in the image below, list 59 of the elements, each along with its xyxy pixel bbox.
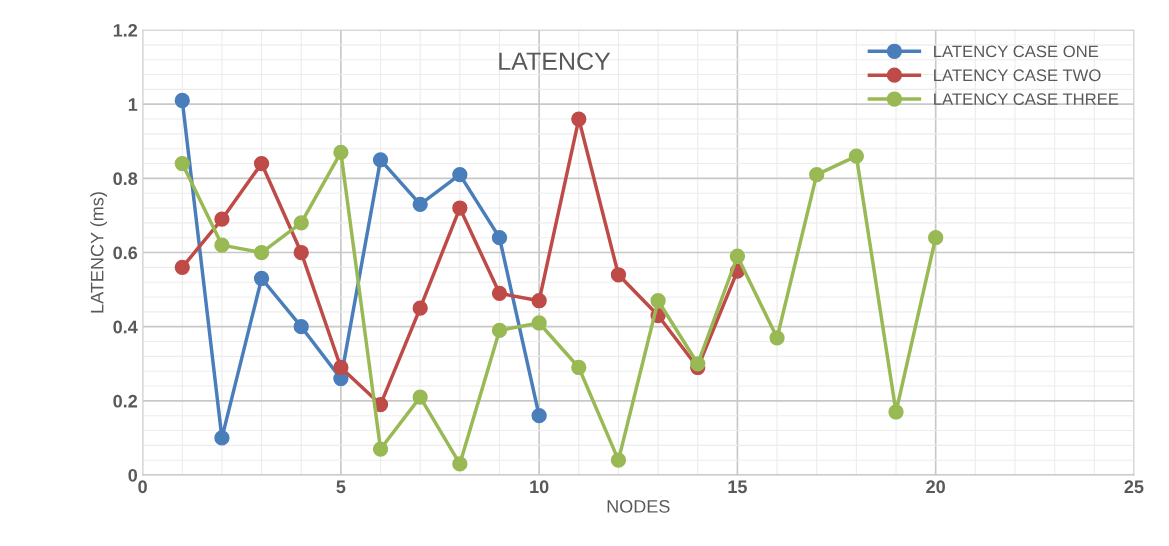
y-tick-label: 0.6 [113, 246, 138, 260]
x-axis-title: NODES [607, 499, 670, 513]
point [571, 359, 587, 376]
point [928, 230, 944, 246]
point [491, 230, 508, 246]
x-tick-label: 25 [1124, 480, 1144, 494]
point [809, 167, 825, 183]
text: LATENCY [499, 52, 611, 71]
legend-label: LATENCY CASE TWO [934, 69, 1101, 82]
point [214, 237, 230, 253]
x-tick-label: 10 [530, 480, 549, 494]
point [452, 456, 468, 472]
point [253, 270, 270, 287]
x-tick-label: 5 [336, 480, 346, 494]
y-tick-label: 0.8 [113, 172, 138, 186]
y-tick-label: 0 [128, 468, 138, 482]
point [412, 389, 428, 405]
point [452, 200, 468, 216]
point [293, 319, 309, 335]
point [372, 441, 389, 457]
point [214, 430, 230, 446]
point [610, 267, 627, 283]
x-tick-label: 20 [926, 480, 945, 494]
point [650, 293, 666, 309]
point [491, 285, 508, 301]
point [412, 196, 428, 212]
point [491, 322, 508, 339]
point [253, 155, 270, 172]
y-tick-label: 0.4 [113, 320, 138, 334]
point [412, 300, 428, 316]
point [848, 148, 865, 164]
point [214, 211, 230, 227]
point [690, 356, 706, 372]
point [174, 92, 190, 109]
x-tick-label: 0 [138, 480, 147, 494]
point [531, 293, 547, 309]
legend-label: LATENCY CASE THREE [934, 93, 1119, 106]
point [372, 152, 389, 168]
y-tick-label: 1.2 [113, 23, 138, 37]
y-tick-label: 1 [128, 98, 138, 111]
point [293, 244, 309, 261]
point [174, 155, 190, 172]
point [253, 244, 270, 261]
point [531, 408, 547, 424]
point [769, 330, 785, 346]
point [571, 111, 587, 127]
legend-label: LATENCY CASE ONE [934, 45, 1099, 58]
point [333, 359, 349, 376]
point [888, 404, 904, 420]
point [610, 452, 627, 468]
x-tick-label: 15 [728, 480, 747, 494]
y-axis-title: LATENCY (ms) [90, 192, 108, 313]
point [452, 167, 468, 183]
point [293, 215, 309, 231]
y-tick-label: 0.2 [113, 394, 138, 408]
point [729, 248, 746, 264]
point [531, 315, 547, 331]
point [333, 144, 349, 161]
point [174, 259, 190, 275]
